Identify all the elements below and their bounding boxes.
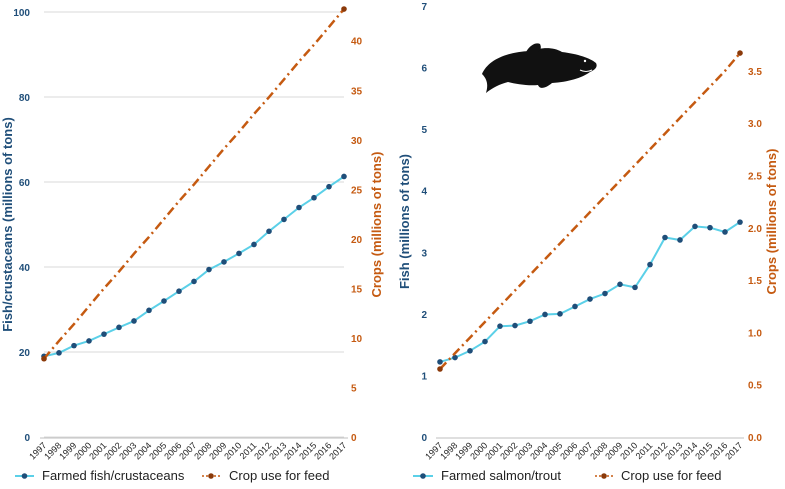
y-right-tick-label: 2.5	[748, 171, 762, 182]
data-point	[632, 284, 638, 291]
data-point	[176, 288, 182, 295]
data-point	[116, 324, 122, 331]
y-tick-label: 5	[421, 125, 427, 136]
data-point	[452, 354, 458, 361]
salmon-fish-icon	[482, 43, 597, 93]
y-tick-label: 3	[421, 248, 427, 259]
y-right-tick-label: 3.5	[748, 67, 762, 78]
chart-fish-crustaceans: 0204060801000510152025303540199719981999…	[0, 6, 384, 483]
data-point	[86, 338, 92, 344]
y-right-tick-label: 20	[351, 235, 363, 246]
legend-entry: Farmed fish/crustaceans	[42, 468, 185, 483]
y-right-axis-label: Crops (millions of tons)	[764, 149, 779, 295]
data-point	[497, 323, 503, 329]
data-point	[281, 216, 287, 223]
data-point	[146, 307, 152, 314]
y-right-tick-label: 25	[351, 185, 363, 196]
data-point	[101, 331, 107, 337]
data-point	[326, 183, 332, 190]
y-axis-label: Fish/crustaceans (millions of tons)	[0, 117, 15, 332]
y-tick-label: 0	[421, 433, 427, 444]
y-tick-label: 4	[421, 187, 427, 198]
data-point	[587, 296, 593, 302]
y-right-tick-label: 0.5	[748, 381, 762, 392]
y-tick-label: 20	[19, 348, 31, 359]
legend-marker	[420, 473, 426, 479]
data-point	[662, 234, 668, 241]
data-point	[572, 303, 578, 310]
y-tick-label: 6	[421, 64, 427, 75]
data-point	[206, 266, 212, 273]
data-point	[527, 318, 533, 325]
data-point	[71, 342, 77, 349]
legend-marker	[601, 473, 607, 479]
y-right-tick-label: 2.0	[748, 224, 762, 235]
x-tick-label: 2017	[327, 440, 348, 461]
x-tick-label: 2017	[723, 440, 744, 461]
y-tick-label: 40	[19, 263, 31, 274]
legend-marker	[21, 473, 28, 479]
y-tick-label: 80	[19, 93, 31, 104]
data-point	[341, 173, 347, 180]
y-tick-label: 2	[421, 310, 427, 321]
y-right-tick-label: 30	[351, 136, 363, 147]
y-right-tick-label: 5	[351, 383, 357, 394]
y-right-tick-label: 3.0	[748, 119, 762, 130]
legend-marker	[208, 473, 214, 479]
data-point	[161, 298, 167, 304]
data-point	[266, 228, 272, 235]
data-point	[692, 223, 698, 230]
data-point	[647, 261, 653, 268]
data-point	[341, 6, 347, 12]
data-point	[617, 281, 623, 288]
data-point	[131, 318, 137, 324]
y-right-tick-label: 15	[351, 284, 363, 295]
data-point	[512, 322, 518, 329]
y-right-tick-label: 40	[351, 37, 363, 48]
y-right-tick-label: 0	[351, 433, 357, 444]
y-tick-label: 60	[19, 178, 31, 189]
data-point	[707, 224, 713, 231]
data-point	[677, 237, 683, 243]
data-point	[251, 241, 257, 248]
data-point	[557, 311, 563, 317]
data-point	[482, 338, 488, 345]
legend-entry: Crop use for feed	[621, 468, 721, 483]
data-point	[41, 355, 47, 362]
y-tick-label: 100	[13, 8, 30, 19]
data-point	[191, 278, 197, 285]
data-point	[467, 348, 473, 354]
data-point	[437, 366, 443, 372]
chart-salmon-trout: 012345670.00.51.01.52.02.53.03.519971998…	[397, 2, 779, 483]
y-tick-label: 7	[421, 2, 427, 13]
data-point	[737, 219, 743, 225]
y-right-tick-label: 1.0	[748, 328, 762, 339]
y-tick-label: 0	[24, 433, 30, 444]
series-line-crop	[439, 52, 741, 370]
data-point	[722, 229, 728, 235]
data-point	[236, 250, 242, 257]
legend-entry: Farmed salmon/trout	[441, 468, 561, 483]
data-point	[602, 290, 608, 297]
data-point	[311, 194, 317, 201]
y-right-axis-label: Crops (millions of tons)	[369, 152, 384, 298]
series-line-crop	[43, 8, 345, 360]
y-axis-label: Fish (millions of tons)	[397, 154, 412, 289]
data-point	[437, 359, 443, 365]
y-right-tick-label: 0.0	[748, 433, 762, 444]
data-point	[56, 350, 62, 356]
y-right-tick-label: 10	[351, 334, 363, 345]
data-point	[296, 204, 302, 211]
data-point	[221, 259, 227, 265]
y-right-tick-label: 1.5	[748, 276, 762, 287]
data-point	[542, 311, 548, 318]
y-right-tick-label: 35	[351, 86, 363, 97]
y-tick-label: 1	[421, 371, 427, 382]
data-point	[737, 50, 743, 56]
legend-entry: Crop use for feed	[229, 468, 329, 483]
series-line-fish	[43, 175, 345, 358]
